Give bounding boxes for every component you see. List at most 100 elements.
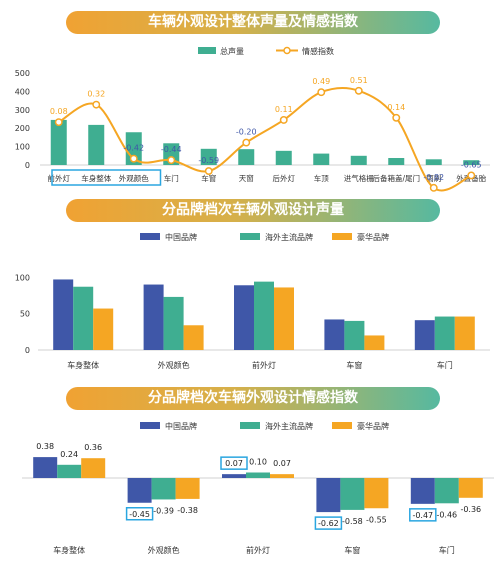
chart1-title: 车辆外观设计整体声量及情感指数: [66, 11, 440, 34]
sentiment-marker: [354, 86, 363, 95]
chart3-data-label: -0.46: [436, 510, 457, 519]
chart3-bar: [340, 478, 365, 510]
chart3-bar: [222, 474, 246, 478]
chart2-x-tick-label: 车门: [437, 360, 453, 370]
y-tick-label: 500: [15, 69, 30, 78]
chart3-highlight-box: [314, 516, 343, 530]
y-tick-label: 0: [25, 161, 30, 170]
chart2-title: 分品牌档次车辆外观设计声量: [66, 199, 440, 222]
sentiment-data-label: 0.32: [87, 90, 105, 99]
chart3-title: 分品牌档次车辆外观设计情感指数: [66, 387, 440, 410]
chart3-x-tick-label: 车门: [439, 545, 455, 555]
chart2-legend-swatch: [240, 233, 260, 240]
chart2-y-tick-label: 50: [20, 310, 30, 319]
volume-bar: [388, 158, 405, 165]
chart3-bar: [81, 458, 106, 478]
chart2-y-tick-label: 100: [15, 273, 30, 282]
chart3-data-label: 0.24: [60, 450, 78, 459]
legend-label-volume: 总声量: [220, 46, 244, 56]
x-tick-label: 进气格栅: [344, 173, 374, 183]
legend-label-sentiment: 情感指数: [302, 46, 334, 56]
chart3-data-label: 0.07: [273, 459, 291, 468]
x-tick-label: 车门: [164, 173, 179, 183]
chart2-bar: [163, 296, 184, 350]
volume-bar: [238, 149, 255, 165]
x-tick-label: 前外灯: [48, 173, 71, 183]
chart3-bar: [127, 478, 152, 503]
chart3-legend-label: 豪华品牌: [357, 421, 389, 431]
sentiment-data-label: -0.82: [423, 173, 444, 182]
chart2-bar: [183, 325, 204, 350]
volume-bar: [200, 148, 217, 165]
chart3-data-label: -0.58: [342, 517, 363, 526]
chart2-x-tick-label: 前外灯: [252, 360, 276, 370]
sentiment-data-label: 0.51: [350, 76, 368, 85]
chart2-legend-swatch: [332, 233, 352, 240]
chart2-bar: [93, 308, 114, 350]
volume-bar: [463, 160, 480, 165]
sentiment-marker: [167, 156, 176, 165]
sentiment-data-label: -0.65: [461, 160, 482, 169]
sentiment-marker: [467, 171, 476, 180]
chart2-legend-swatch: [140, 233, 160, 240]
legend-marker-sentiment: [283, 46, 291, 55]
chart3-bar: [458, 478, 483, 498]
chart3-x-tick-label: 外观颜色: [148, 545, 180, 555]
volume-bar: [88, 124, 105, 165]
sentiment-marker: [242, 138, 251, 147]
chart3-highlight-box: [220, 456, 248, 470]
sentiment-data-label: 0.08: [50, 107, 68, 116]
chart3-highlight-box: [409, 508, 437, 522]
sentiment-data-label: -0.20: [236, 128, 257, 137]
chart2-bar: [324, 319, 345, 350]
chart2-bar: [53, 279, 74, 350]
chart3-data-label: 0.36: [84, 443, 102, 452]
chart2-bar: [234, 285, 254, 350]
x-tick-label: 外观颜色: [119, 173, 149, 183]
chart3-x-tick-label: 前外灯: [246, 545, 270, 555]
chart3-data-label: 0.38: [36, 442, 54, 451]
chart3-data-label: -0.55: [366, 515, 387, 524]
x-tick-label: 后备箱盖/尾门: [372, 173, 420, 183]
x-tick-label: 车顶: [314, 173, 329, 183]
chart3-data-label: -0.62: [318, 519, 339, 528]
chart2-bar: [344, 320, 365, 350]
chart3-bar: [410, 478, 435, 504]
sentiment-marker: [317, 88, 326, 97]
sentiment-data-label: 0.49: [312, 77, 330, 86]
y-tick-label: 200: [15, 124, 30, 133]
chart3-bar: [246, 472, 270, 478]
sentiment-marker: [429, 183, 438, 192]
chart2-legend-label: 豪华品牌: [357, 232, 389, 242]
chart3-bar: [270, 474, 294, 478]
x-tick-label: 后外灯: [273, 173, 296, 183]
chart2-bar: [143, 284, 164, 350]
chart3-legend-label: 海外主流品牌: [265, 421, 313, 431]
x-tick-label: 雨刷: [426, 174, 441, 183]
sentiment-data-label: -0.44: [161, 145, 182, 154]
sentiment-data-label: 0.11: [275, 105, 293, 114]
sentiment-line: [58, 87, 472, 192]
sentiment-marker: [92, 100, 101, 109]
chart2-legend-label: 海外主流品牌: [265, 232, 313, 242]
chart3-legend-swatch: [240, 422, 260, 429]
sentiment-data-label: -0.42: [123, 144, 144, 153]
y-tick-label: 300: [15, 106, 30, 115]
y-tick-label: 100: [15, 143, 30, 152]
chart2-bar: [414, 320, 435, 350]
chart2-x-tick-label: 外观颜色: [158, 360, 190, 370]
sentiment-data-label: 0.14: [387, 103, 405, 112]
chart3-legend-label: 中国品牌: [165, 421, 197, 431]
chart2-bar: [434, 316, 455, 350]
chart3-legend-swatch: [140, 422, 160, 429]
sentiment-marker: [392, 113, 401, 122]
chart3-bar: [316, 478, 341, 513]
chart2-bar: [254, 281, 274, 350]
chart2-bar: [364, 335, 385, 350]
sentiment-marker: [204, 167, 213, 176]
chart3-data-label: -0.47: [412, 511, 433, 520]
chart3-data-label: 0.10: [249, 458, 267, 467]
chart2-bar: [274, 287, 294, 350]
volume-bar: [50, 119, 67, 165]
chart3-bar: [57, 464, 82, 478]
